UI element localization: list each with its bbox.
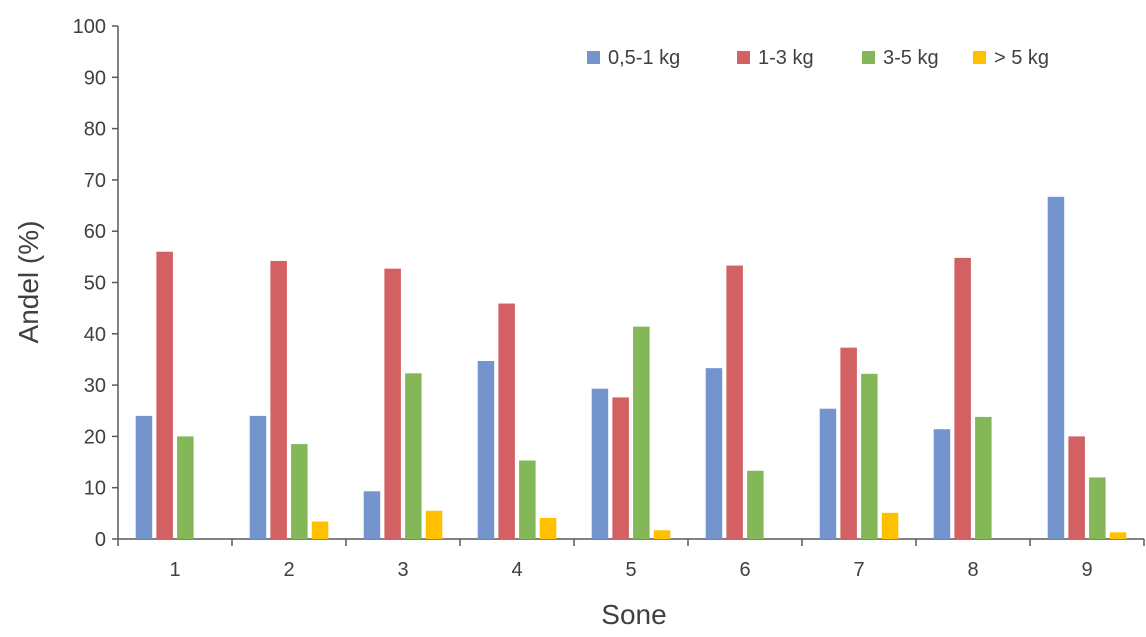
bars <box>135 196 1127 540</box>
y-tick-label: 40 <box>84 324 106 346</box>
x-tick-label: 9 <box>1081 559 1092 581</box>
x-tick-label: 1 <box>169 559 180 581</box>
bar <box>819 408 837 539</box>
legend-swatch <box>862 51 875 64</box>
bar <box>591 388 609 539</box>
bar <box>975 416 992 539</box>
bar <box>249 415 267 539</box>
bar <box>425 510 443 539</box>
x-tick-label: 7 <box>853 559 864 581</box>
bar <box>881 512 899 539</box>
bar <box>747 470 764 539</box>
y-tick-label: 50 <box>84 273 106 295</box>
legend-label: 0,5-1 kg <box>608 47 680 69</box>
x-tick-label: 2 <box>283 559 294 581</box>
legend-swatch <box>737 51 750 64</box>
bar <box>477 360 495 539</box>
bar <box>363 491 381 539</box>
y-tick-label: 10 <box>84 478 106 500</box>
x-tick-label: 6 <box>739 559 750 581</box>
x-tick-label: 3 <box>397 559 408 581</box>
bar <box>1047 196 1065 540</box>
x-tick-label: 8 <box>967 559 978 581</box>
x-axis-title: Sone <box>601 599 666 630</box>
legend-label: 1-3 kg <box>758 47 814 69</box>
y-tick-label: 20 <box>84 426 106 448</box>
y-tick-label: 70 <box>84 170 106 192</box>
bar <box>633 326 650 539</box>
y-tick-label: 0 <box>95 529 106 551</box>
bar <box>726 265 743 539</box>
y-axis-title: Andel (%) <box>13 221 44 344</box>
bar <box>705 368 723 539</box>
bar <box>498 303 515 539</box>
bar <box>156 251 173 539</box>
bar <box>519 460 536 539</box>
bar <box>954 257 971 539</box>
bar <box>612 397 629 539</box>
y-tick-label: 30 <box>84 375 106 397</box>
bar <box>384 268 401 539</box>
bar <box>1109 532 1127 539</box>
bar <box>311 521 329 539</box>
legend-swatch <box>973 51 986 64</box>
legend: 0,5-1 kg 1-3 kg 3-5 kg > 5 kg <box>587 47 1049 69</box>
bar <box>270 260 287 539</box>
x-axis: 1 2 3 4 5 6 7 8 9 <box>117 538 1145 581</box>
legend-swatch <box>587 51 600 64</box>
bar <box>653 530 671 539</box>
bar <box>135 415 153 539</box>
bar <box>861 373 878 539</box>
y-tick-label: 100 <box>73 16 106 38</box>
x-tick-label: 5 <box>625 559 636 581</box>
bar <box>933 429 951 539</box>
y-axis: 0 10 20 30 40 50 60 70 80 90 100 <box>73 16 119 551</box>
bar <box>291 444 308 539</box>
bar <box>1089 477 1106 539</box>
legend-label: > 5 kg <box>994 47 1049 69</box>
y-tick-label: 90 <box>84 67 106 89</box>
bar <box>177 436 194 539</box>
y-tick-label: 60 <box>84 221 106 243</box>
y-tick-label: 80 <box>84 119 106 141</box>
legend-label: 3-5 kg <box>883 47 939 69</box>
bar <box>1068 436 1085 539</box>
bar <box>840 347 857 539</box>
bar <box>539 517 557 539</box>
x-tick-label: 4 <box>511 559 522 581</box>
bar <box>405 373 422 539</box>
